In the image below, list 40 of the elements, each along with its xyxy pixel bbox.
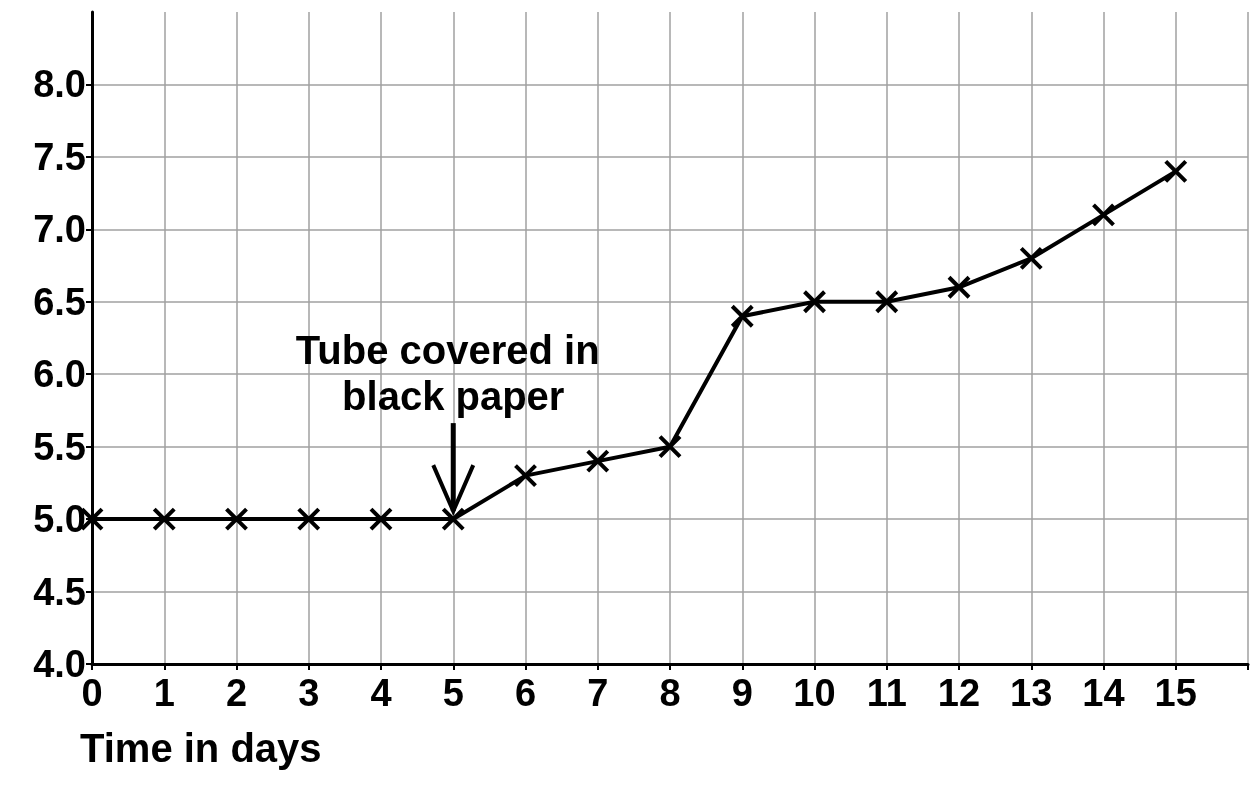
y-tick-label: 4.5 xyxy=(33,570,86,613)
x-tick-label: 11 xyxy=(866,672,907,714)
point xyxy=(947,275,971,300)
x-tick-label: 9 xyxy=(731,672,753,714)
point xyxy=(224,507,249,532)
x-tick-label: 6 xyxy=(514,672,537,714)
y-tick-label: 8.0 xyxy=(33,63,86,106)
x-tick-label: 3 xyxy=(298,672,320,714)
x-tick-label: 12 xyxy=(937,672,981,714)
x-tick-label: 7 xyxy=(587,672,609,714)
y-tick-label: 6.5 xyxy=(33,280,86,323)
point xyxy=(152,507,177,532)
x-tick-label: 5 xyxy=(442,672,464,714)
x-tick-label: 10 xyxy=(793,672,836,714)
y-tick-label: 6.0 xyxy=(33,353,86,396)
point xyxy=(369,507,393,532)
y-tick-label: 5.0 xyxy=(33,498,86,541)
point xyxy=(658,434,682,459)
x-tick-label: 4 xyxy=(370,672,392,714)
x-tick-label: 2 xyxy=(225,672,248,714)
x-tick-label: 14 xyxy=(1082,672,1125,714)
x-tick-label: 13 xyxy=(1010,672,1053,714)
point xyxy=(874,289,899,314)
point xyxy=(441,507,466,532)
point xyxy=(1019,246,1044,271)
point xyxy=(1163,159,1188,184)
point xyxy=(802,289,827,314)
y-tick-label: 7.0 xyxy=(33,208,86,251)
point xyxy=(730,304,755,329)
annotation: Tube covered in black paper xyxy=(295,328,611,419)
point xyxy=(513,463,538,488)
x-axis-title: Time in days xyxy=(80,726,322,770)
point xyxy=(296,507,321,532)
point xyxy=(585,449,610,474)
x-tick-label: 8 xyxy=(659,672,681,714)
y-tick-label: 5.5 xyxy=(33,425,86,468)
x-tick-label: 15 xyxy=(1154,672,1197,714)
y-tick-label: 7.5 xyxy=(33,135,86,178)
point xyxy=(1091,202,1116,227)
x-tick-label: 1 xyxy=(153,672,175,714)
